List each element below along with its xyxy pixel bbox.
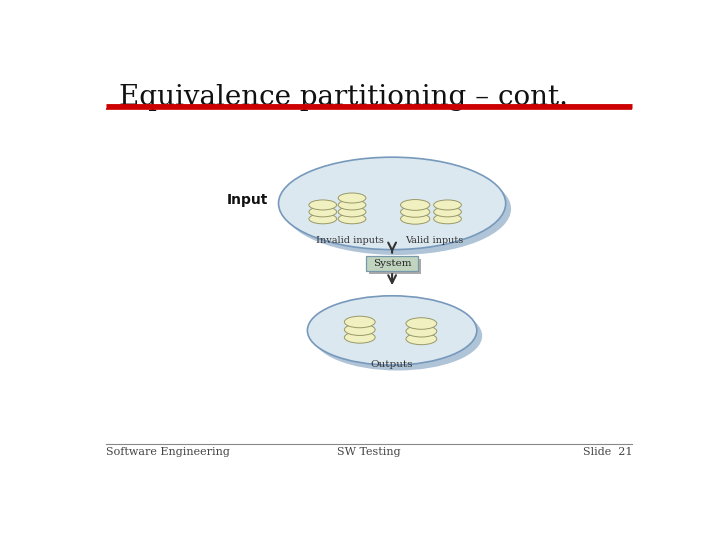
Text: Invalid inputs: Invalid inputs [316, 236, 384, 245]
Ellipse shape [279, 157, 505, 249]
Text: Outputs: Outputs [371, 360, 413, 369]
Ellipse shape [338, 214, 366, 224]
Ellipse shape [400, 200, 430, 210]
Text: Equivalence partitioning – cont.: Equivalence partitioning – cont. [119, 84, 568, 111]
Ellipse shape [406, 333, 437, 345]
FancyBboxPatch shape [366, 256, 418, 271]
Text: System: System [373, 259, 411, 268]
Text: Software Engineering: Software Engineering [106, 448, 230, 457]
Ellipse shape [433, 214, 462, 224]
Ellipse shape [406, 326, 437, 337]
Ellipse shape [433, 200, 462, 210]
Ellipse shape [307, 296, 477, 365]
Ellipse shape [309, 214, 337, 224]
Ellipse shape [400, 206, 430, 217]
Ellipse shape [400, 213, 430, 224]
Ellipse shape [344, 316, 375, 328]
Text: Input: Input [227, 193, 268, 206]
Ellipse shape [284, 163, 511, 255]
Ellipse shape [338, 207, 366, 217]
Ellipse shape [338, 193, 366, 203]
Ellipse shape [309, 207, 337, 217]
Text: Valid inputs: Valid inputs [405, 236, 464, 245]
Ellipse shape [312, 301, 482, 370]
Text: Slide  21: Slide 21 [582, 448, 632, 457]
Ellipse shape [344, 332, 375, 343]
FancyBboxPatch shape [369, 259, 421, 274]
Ellipse shape [406, 318, 437, 329]
Ellipse shape [433, 207, 462, 217]
Text: SW Testing: SW Testing [337, 448, 401, 457]
Ellipse shape [338, 200, 366, 210]
Ellipse shape [344, 324, 375, 335]
Ellipse shape [309, 200, 337, 210]
